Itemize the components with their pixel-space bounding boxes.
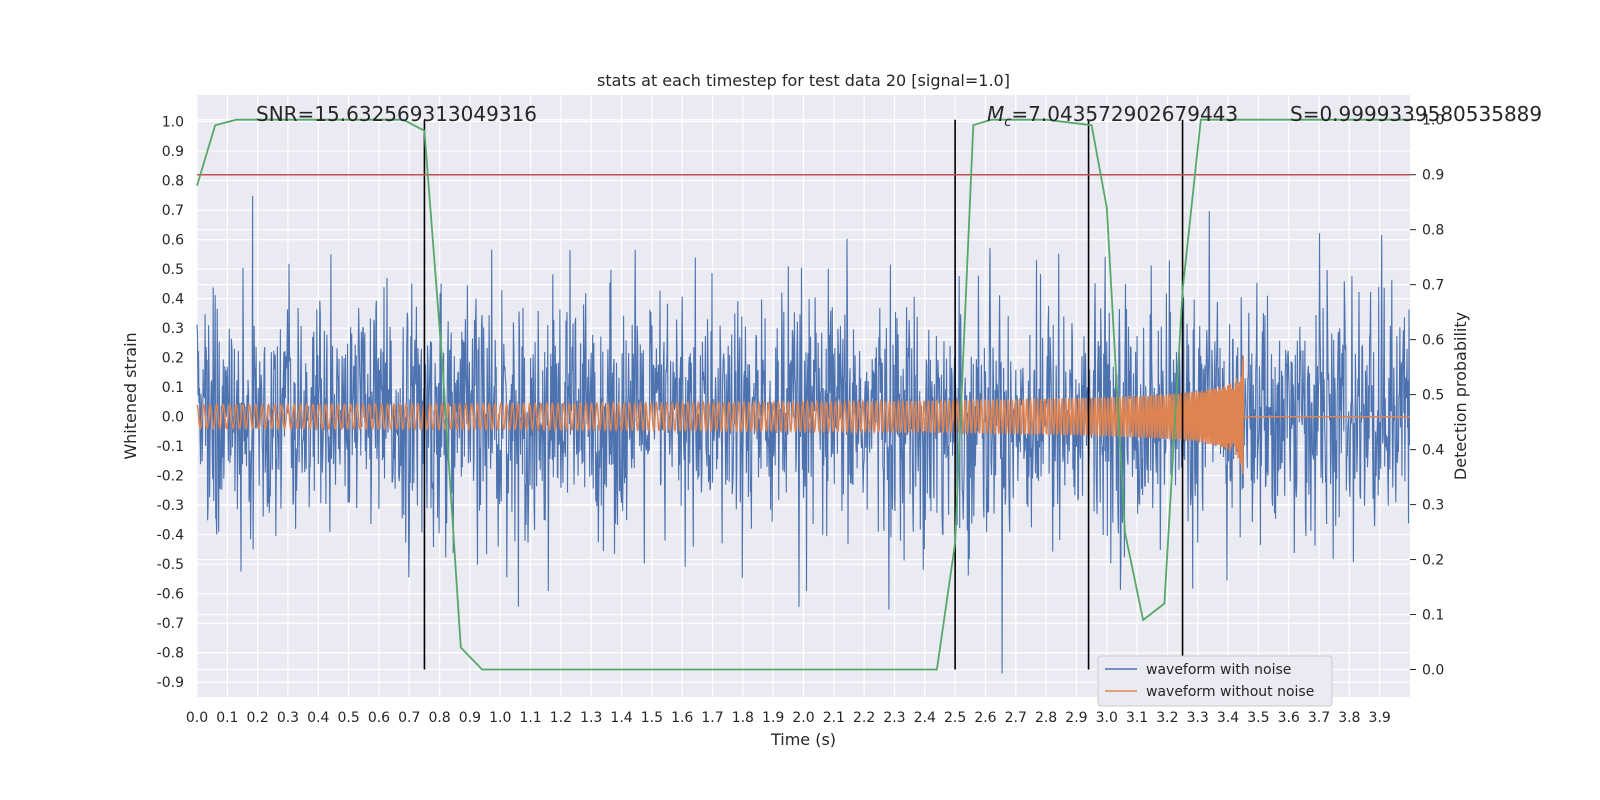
y-tick-label: -0.6 — [157, 587, 184, 603]
chirp-mass-annotation: Mc=7.043572902679443 — [987, 102, 1238, 130]
y-right-axis-ticks: 0.0 0.1 0.2 0.3 0.4 0.5 0.6 0.7 0.8 0.9 1.0 — [1410, 113, 1444, 679]
x-tick-label: 2.1 — [823, 710, 845, 726]
x-tick-label: 2.9 — [1065, 710, 1087, 726]
y-tick-label: -0.5 — [157, 557, 184, 573]
x-tick-label: 0.4 — [307, 710, 329, 726]
x-tick-label: 0.7 — [398, 710, 420, 726]
y-right-axis-label: Detection probability — [1451, 312, 1470, 480]
x-tick-label: 1.4 — [610, 710, 632, 726]
x-tick-label: 3.2 — [1156, 710, 1178, 726]
noisy-waveform-path — [196, 195, 1411, 674]
detection-probability-line — [196, 118, 1410, 671]
x-tick-label: 1.3 — [580, 710, 602, 726]
y-tick-label: -0.3 — [157, 498, 184, 514]
x-tick-label: 3.9 — [1369, 710, 1391, 726]
y-tick-label: -0.2 — [157, 469, 184, 485]
x-axis-label: Time (s) — [770, 730, 836, 749]
y-tick-label: -0.7 — [157, 616, 184, 632]
x-tick-label: 3.3 — [1187, 710, 1209, 726]
x-tick-label: 2.8 — [1035, 710, 1057, 726]
y-right-tick-label: 0.9 — [1422, 168, 1444, 184]
y-tick-label: 0.8 — [162, 174, 184, 190]
x-tick-label: 3.4 — [1217, 710, 1239, 726]
y-right-tick-label: 0.2 — [1422, 553, 1444, 569]
x-tick-label: 3.6 — [1278, 710, 1300, 726]
y-tick-label: 0.4 — [162, 292, 184, 308]
legend: waveform with noise waveform without noi… — [1097, 655, 1333, 707]
x-tick-label: 1.9 — [762, 710, 784, 726]
x-tick-label: 0.0 — [186, 710, 208, 726]
y-tick-label: 0.2 — [162, 351, 184, 367]
y-right-tick-label: 0.7 — [1422, 278, 1444, 294]
x-tick-label: 2.3 — [883, 710, 905, 726]
x-tick-label: 3.0 — [1096, 710, 1118, 726]
y-tick-label: -0.1 — [157, 439, 184, 455]
x-tick-label: 2.6 — [974, 710, 996, 726]
x-tick-label: 1.7 — [701, 710, 723, 726]
y-right-tick-label: 0.3 — [1422, 498, 1444, 514]
x-tick-label: 3.1 — [1126, 710, 1148, 726]
series-waveform-without-noise — [196, 356, 1410, 475]
y-axis-label: Whitened strain — [121, 332, 140, 459]
x-tick-label: 1.8 — [732, 710, 754, 726]
legend-label-noisy: waveform with noise — [1146, 662, 1291, 678]
mc-symbol: M — [987, 102, 1004, 126]
legend-box — [1097, 655, 1333, 707]
s-annotation: S=0.9999339580535889 — [1290, 102, 1542, 126]
y-tick-label: 1.0 — [162, 115, 184, 131]
y-tick-label: 0.5 — [162, 262, 184, 278]
y-axis-ticks: -0.9 -0.8 -0.7 -0.6 -0.5 -0.4 -0.3 -0.2 -0.1 0.0 0… — [157, 115, 184, 692]
y-right-tick-label: 0.5 — [1422, 388, 1444, 404]
x-tick-label: 3.7 — [1308, 710, 1330, 726]
x-tick-label: 1.1 — [519, 710, 541, 726]
snr-annotation: SNR=15.632569313049316 — [256, 102, 537, 126]
x-tick-label: 2.2 — [853, 710, 875, 726]
y-tick-label: 0.7 — [162, 203, 184, 219]
x-tick-label: 2.5 — [944, 710, 966, 726]
y-tick-label: -0.4 — [157, 528, 184, 544]
x-tick-label: 0.8 — [428, 710, 450, 726]
vertical-markers — [423, 119, 1184, 670]
x-tick-label: 0.6 — [368, 710, 390, 726]
y-right-tick-label: 0.6 — [1422, 333, 1444, 349]
x-tick-label: 0.1 — [216, 710, 238, 726]
y-right-tick-label: 1.0 — [1422, 113, 1444, 129]
y-right-tick-label: 0.4 — [1422, 443, 1444, 459]
x-axis-ticks: 0.0 0.1 0.2 0.3 0.4 0.5 0.6 0.7 0.8 0.9 1.0 1.1 1.2 1… — [186, 710, 1391, 726]
mc-value: =7.043572902679443 — [1011, 102, 1238, 126]
series-waveform-with-noise — [196, 195, 1411, 674]
y-tick-label: 0.6 — [162, 233, 184, 249]
y-right-tick-label: 0.8 — [1422, 223, 1444, 239]
x-tick-label: 2.7 — [1005, 710, 1027, 726]
y-tick-label: 0.3 — [162, 321, 184, 337]
x-tick-label: 1.5 — [641, 710, 663, 726]
x-tick-label: 1.6 — [671, 710, 693, 726]
x-tick-label: 0.2 — [247, 710, 269, 726]
y-tick-label: -0.9 — [157, 675, 184, 691]
x-tick-label: 0.9 — [459, 710, 481, 726]
x-tick-label: 3.8 — [1338, 710, 1360, 726]
y-right-tick-label: 0.1 — [1422, 608, 1444, 624]
chart-title: stats at each timestep for test data 20 … — [597, 71, 1010, 90]
x-tick-label: 1.2 — [550, 710, 572, 726]
y-tick-label: 0.1 — [162, 380, 184, 396]
x-tick-label: 1.0 — [489, 710, 511, 726]
mc-subscript: c — [1004, 115, 1011, 130]
x-tick-label: 0.3 — [277, 710, 299, 726]
x-tick-label: 0.5 — [337, 710, 359, 726]
y-tick-label: 0.0 — [162, 410, 184, 426]
x-tick-label: 2.4 — [914, 710, 936, 726]
y-right-tick-label: 0.0 — [1422, 663, 1444, 679]
legend-label-clean: waveform without noise — [1146, 684, 1314, 700]
y-tick-label: 0.9 — [162, 144, 184, 160]
x-tick-label: 2.0 — [792, 710, 814, 726]
y-tick-label: -0.8 — [157, 646, 184, 662]
x-tick-label: 3.5 — [1247, 710, 1269, 726]
